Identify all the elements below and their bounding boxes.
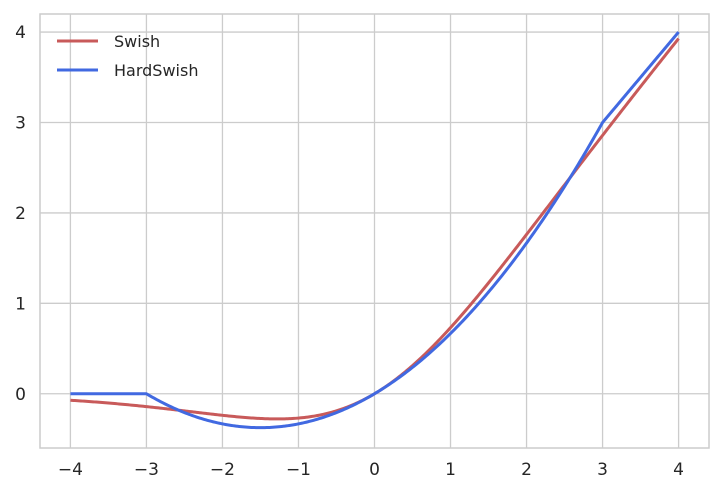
series-line-hardswish — [70, 31, 680, 430]
x-tick-label: 2 — [521, 460, 532, 480]
x-tick-label: −2 — [210, 460, 235, 480]
y-tick-label: 3 — [15, 114, 26, 134]
legend: Swish HardSwish — [57, 32, 198, 80]
series-layer — [70, 31, 680, 430]
x-axis-ticks: −4 −3 −2 −1 0 1 2 3 4 — [58, 460, 684, 480]
x-tick-label: −1 — [286, 460, 311, 480]
x-tick-label: 1 — [445, 460, 456, 480]
legend-label: HardSwish — [114, 61, 198, 80]
x-tick-label: 0 — [369, 460, 380, 480]
y-tick-label: 2 — [15, 204, 26, 224]
x-tick-label: 3 — [597, 460, 608, 480]
x-tick-label: −3 — [134, 460, 159, 480]
y-tick-label: 0 — [15, 385, 26, 405]
grid — [40, 14, 709, 448]
y-tick-label: 1 — [15, 294, 26, 314]
legend-label: Swish — [114, 32, 160, 51]
plot-frame — [39, 13, 710, 449]
y-tick-label: 4 — [15, 23, 26, 43]
x-tick-label: 4 — [673, 460, 684, 480]
y-axis-ticks: 0 1 2 3 4 — [15, 23, 26, 405]
x-tick-label: −4 — [58, 460, 83, 480]
